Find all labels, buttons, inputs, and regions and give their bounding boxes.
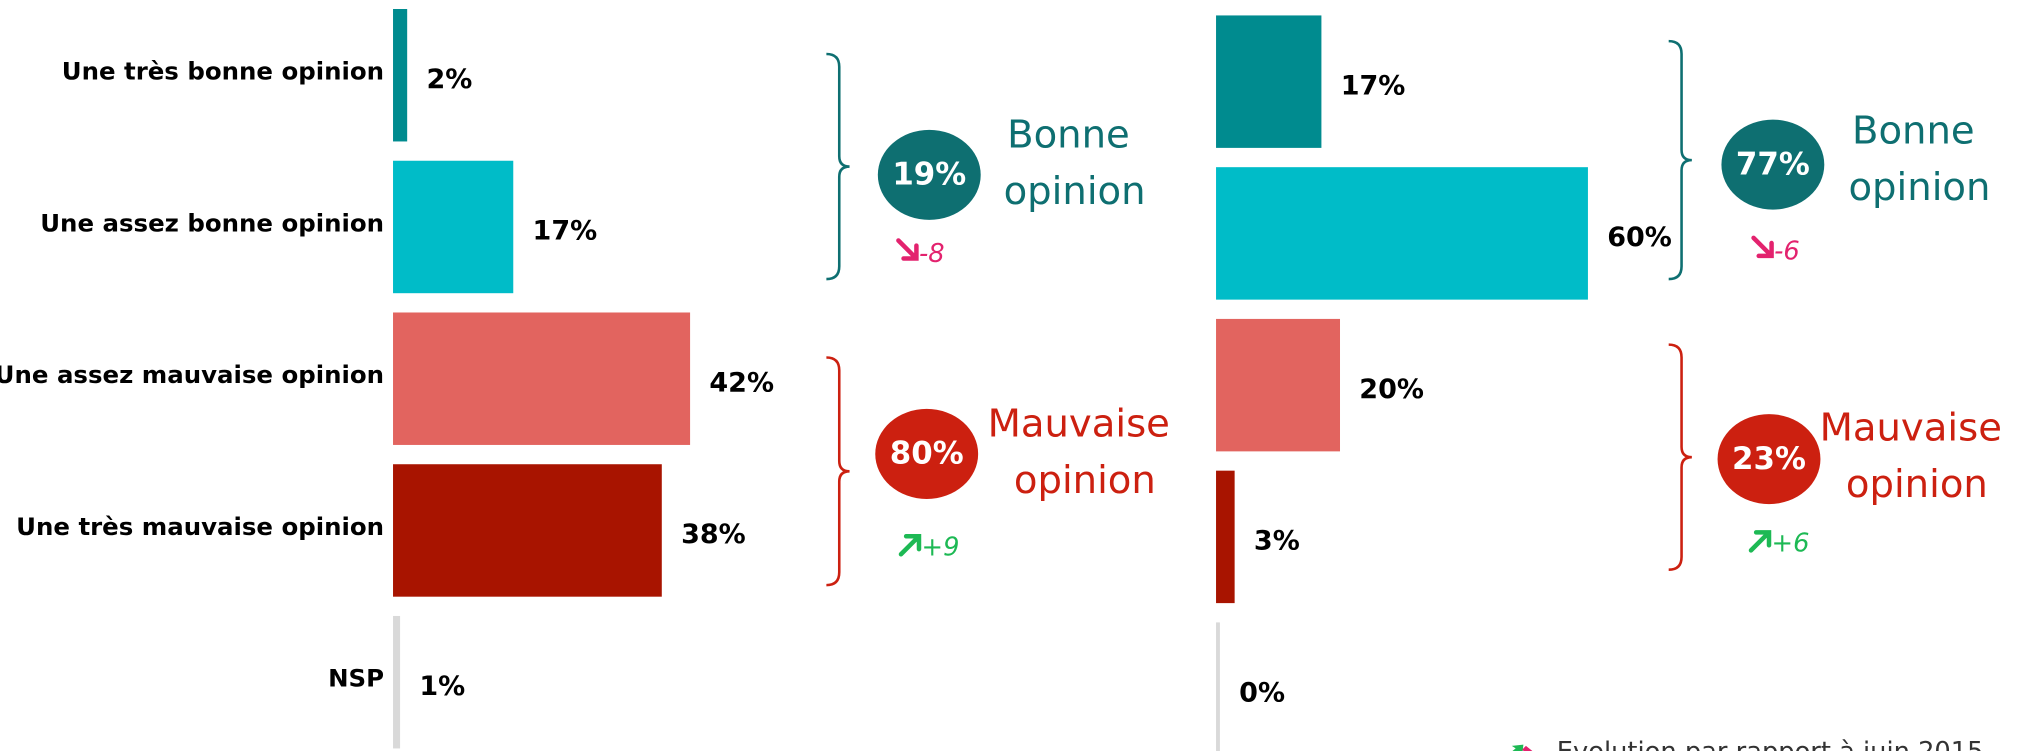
change-arrow: [1748, 530, 1772, 553]
group-name-line: Bonne: [1852, 108, 1987, 153]
category-label: Une très mauvaise opinion: [16, 512, 384, 541]
group-name-line: Mauvaise: [988, 401, 1183, 446]
group-name-line: opinion: [1014, 458, 1156, 503]
category-label: Une très bonne opinion: [62, 57, 384, 86]
change-label: +9: [922, 532, 960, 562]
bar: [1216, 622, 1220, 751]
group-name: Mauvaise opinion: [988, 401, 1183, 503]
group-name-line: opinion: [1848, 165, 1990, 210]
value-label: 38%: [681, 519, 746, 550]
bar: [1216, 15, 1322, 148]
bar: [1216, 318, 1341, 452]
value-label: 42%: [709, 367, 774, 398]
group-name-line: opinion: [1004, 168, 1146, 213]
bar: [393, 464, 662, 597]
bar: [393, 160, 514, 294]
group-name-line: Bonne: [1007, 112, 1142, 157]
change-label: -8: [919, 239, 945, 269]
bar: [393, 9, 408, 142]
value-label: 0%: [1239, 677, 1285, 708]
category-label: Une assez mauvaise opinion: [0, 360, 384, 389]
bar: [1216, 470, 1235, 604]
category-label: NSP: [328, 664, 384, 693]
group-name: Bonne opinion: [1848, 108, 1990, 210]
value-label: 3%: [1254, 526, 1300, 557]
value-label: 1%: [419, 671, 465, 702]
group-badge: [875, 408, 979, 499]
group-value: 19%: [892, 157, 966, 193]
group-name-line: Mauvaise: [1820, 405, 2015, 450]
group-value: 77%: [1736, 146, 1810, 182]
value-label: 17%: [533, 216, 598, 247]
group-name-line: opinion: [1846, 462, 1988, 507]
group-badge: [1717, 414, 1821, 505]
note-icon: [1511, 744, 1524, 751]
note-icon: [1522, 745, 1533, 751]
group-badge: [877, 129, 981, 220]
value-label: 60%: [1607, 222, 1672, 253]
group-badge: [1721, 119, 1825, 210]
group-name: Bonne opinion: [1004, 112, 1146, 214]
change-arrow: [1751, 235, 1774, 259]
bar: [1216, 167, 1588, 300]
bar: [393, 615, 401, 749]
value-label: 17%: [1341, 70, 1406, 101]
value-label: 20%: [1359, 374, 1424, 405]
bracket: [826, 52, 850, 281]
note: Evolution par rapport à juin 2015: [1557, 737, 1984, 751]
change-label: -6: [1774, 237, 1800, 267]
bar: [393, 312, 691, 445]
group-value: 23%: [1732, 441, 1806, 477]
bracket: [826, 356, 850, 587]
change-arrow: [896, 238, 919, 261]
group-value: 80%: [890, 436, 964, 472]
bracket: [1668, 39, 1692, 281]
value-label: 2%: [426, 64, 472, 95]
change-label: +6: [1772, 528, 1810, 558]
category-label: Une assez bonne opinion: [40, 208, 384, 237]
bracket: [1668, 343, 1692, 571]
change-arrow: [898, 533, 922, 557]
group-name: Mauvaise opinion: [1820, 405, 2015, 507]
